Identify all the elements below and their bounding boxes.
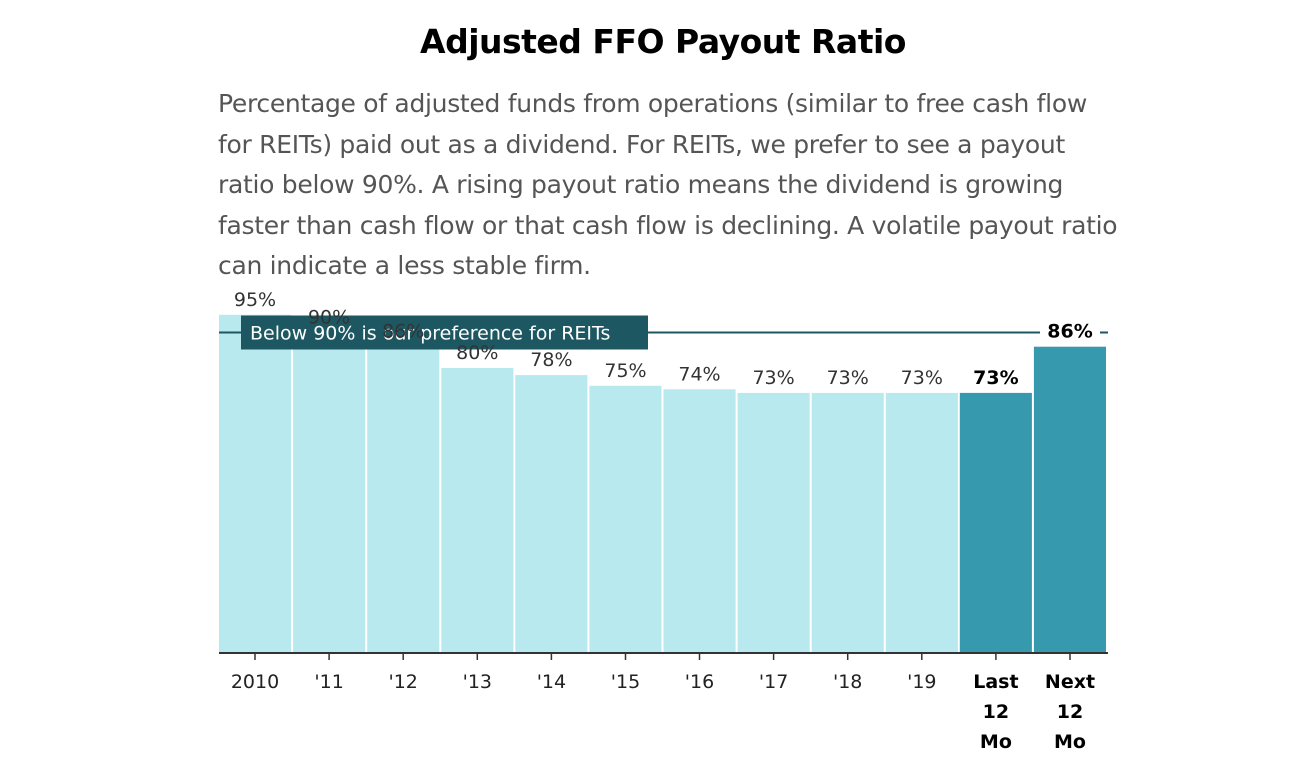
x-tick-label-0: 2010 [231, 671, 279, 693]
reference-label-box [241, 315, 648, 350]
x-tick-label-9: '19 [907, 671, 936, 693]
bar-value-label-9: 73% [901, 367, 943, 389]
bar-value-label-2: 86% [382, 321, 424, 343]
bar-8 [811, 392, 884, 652]
bar-value-label-4: 78% [530, 349, 572, 371]
bar-3 [441, 368, 514, 652]
x-tick-label-11-line-1: 12 [1057, 701, 1083, 723]
bar-0 [219, 314, 292, 653]
bar-1 [293, 332, 366, 652]
reference-line-group: Below 90% is our preference for REITs [219, 315, 1108, 350]
bar-value-label-7: 73% [752, 367, 794, 389]
bar-2 [367, 346, 440, 652]
bar-9 [885, 392, 958, 652]
bars-group [219, 314, 1106, 653]
bar-value-label-5: 75% [604, 360, 646, 382]
x-tick-label-8: '18 [833, 671, 862, 693]
bar-value-label-0: 95% [234, 289, 276, 311]
bar-11 [1033, 346, 1106, 652]
chart-subtitle: Percentage of adjusted funds from operat… [218, 89, 1118, 280]
x-tick-label-10-line-0: Last [973, 671, 1018, 693]
x-tick-label-7: '17 [759, 671, 788, 693]
x-tick-label-5: '15 [611, 671, 640, 693]
x-tick-label-10-line-2: Mo [980, 731, 1012, 753]
bar-value-label-3: 80% [456, 342, 498, 364]
reference-label: Below 90% is our preference for REITs [250, 323, 610, 345]
x-tick-label-4: '14 [537, 671, 566, 693]
bar-value-label-1: 90% [308, 307, 350, 329]
x-tick-label-3: '13 [463, 671, 492, 693]
bar-value-label-10: 73% [973, 367, 1018, 389]
x-tick-label-6: '16 [685, 671, 714, 693]
bar-7 [737, 392, 810, 652]
bar-value-label-6: 74% [678, 363, 720, 385]
chart-title: Adjusted FFO Payout Ratio [420, 22, 906, 61]
bar-6 [663, 389, 736, 652]
x-tick-label-10-line-1: 12 [983, 701, 1009, 723]
last-label-bg [1040, 316, 1100, 341]
x-tick-label-11-line-2: Mo [1054, 731, 1086, 753]
bar-value-label-8: 73% [827, 367, 869, 389]
bar-labels-group: 95% 90% 86% 80% 78% 75% 74% 73% 73% 73% 73% 86% [234, 289, 1100, 389]
x-tick-label-11-line-0: Next [1045, 671, 1095, 693]
bar-10 [959, 392, 1032, 652]
bar-4 [515, 375, 588, 652]
bar-5 [589, 385, 662, 653]
x-axis: 2010 '11 '12 '13 '14 '15 '16 '17 '18 '19 Last 12 Mo N… [219, 652, 1108, 753]
x-tick-label-2: '12 [388, 671, 417, 693]
bar-value-label-11: 86% [1047, 321, 1092, 343]
x-tick-label-1: '11 [314, 671, 343, 693]
